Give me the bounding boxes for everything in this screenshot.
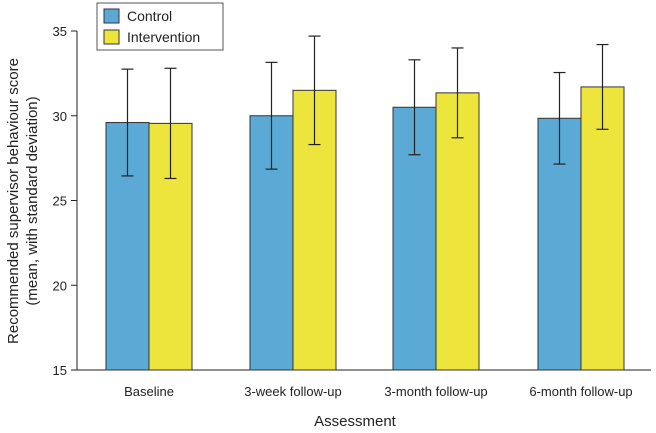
y-tick-label: 35 — [53, 24, 67, 39]
legend-swatch-control — [103, 8, 120, 24]
y-axis-title: Recommended supervisor behaviour score — [5, 58, 22, 344]
legend-label-intervention: Intervention — [127, 29, 200, 45]
bar-intervention-2 — [435, 92, 480, 371]
legend-swatch-intervention — [103, 29, 120, 45]
x-tick-label: 3-month follow-up — [384, 384, 487, 399]
x-tick-label: 3-week follow-up — [244, 384, 342, 399]
x-tick-label: 6-month follow-up — [529, 384, 632, 399]
x-axis-tick-labels: Baseline 3-week follow-up 3-month follow-u… — [124, 384, 633, 399]
y-tick-label: 20 — [53, 278, 67, 293]
y-axis-ticks: 15 20 25 30 35 — [53, 24, 77, 378]
y-tick-label: 25 — [53, 194, 67, 209]
y-tick-label: 15 — [53, 363, 67, 378]
legend-label-control: Control — [127, 8, 172, 24]
bars — [105, 86, 625, 371]
y-axis-title-2: (mean, with standard deviation) — [24, 96, 41, 305]
x-axis-title: Assessment — [314, 413, 397, 430]
error-bars — [121, 35, 609, 180]
y-axis-title-line-1: Recommended supervisor behaviour score — [5, 58, 22, 344]
y-axis-title-line-2: (mean, with standard deviation) — [24, 96, 41, 305]
bar-intervention-3 — [580, 86, 625, 371]
y-tick-label: 30 — [53, 109, 67, 124]
x-tick-label: Baseline — [124, 384, 174, 399]
legend: Control Intervention — [96, 2, 224, 51]
